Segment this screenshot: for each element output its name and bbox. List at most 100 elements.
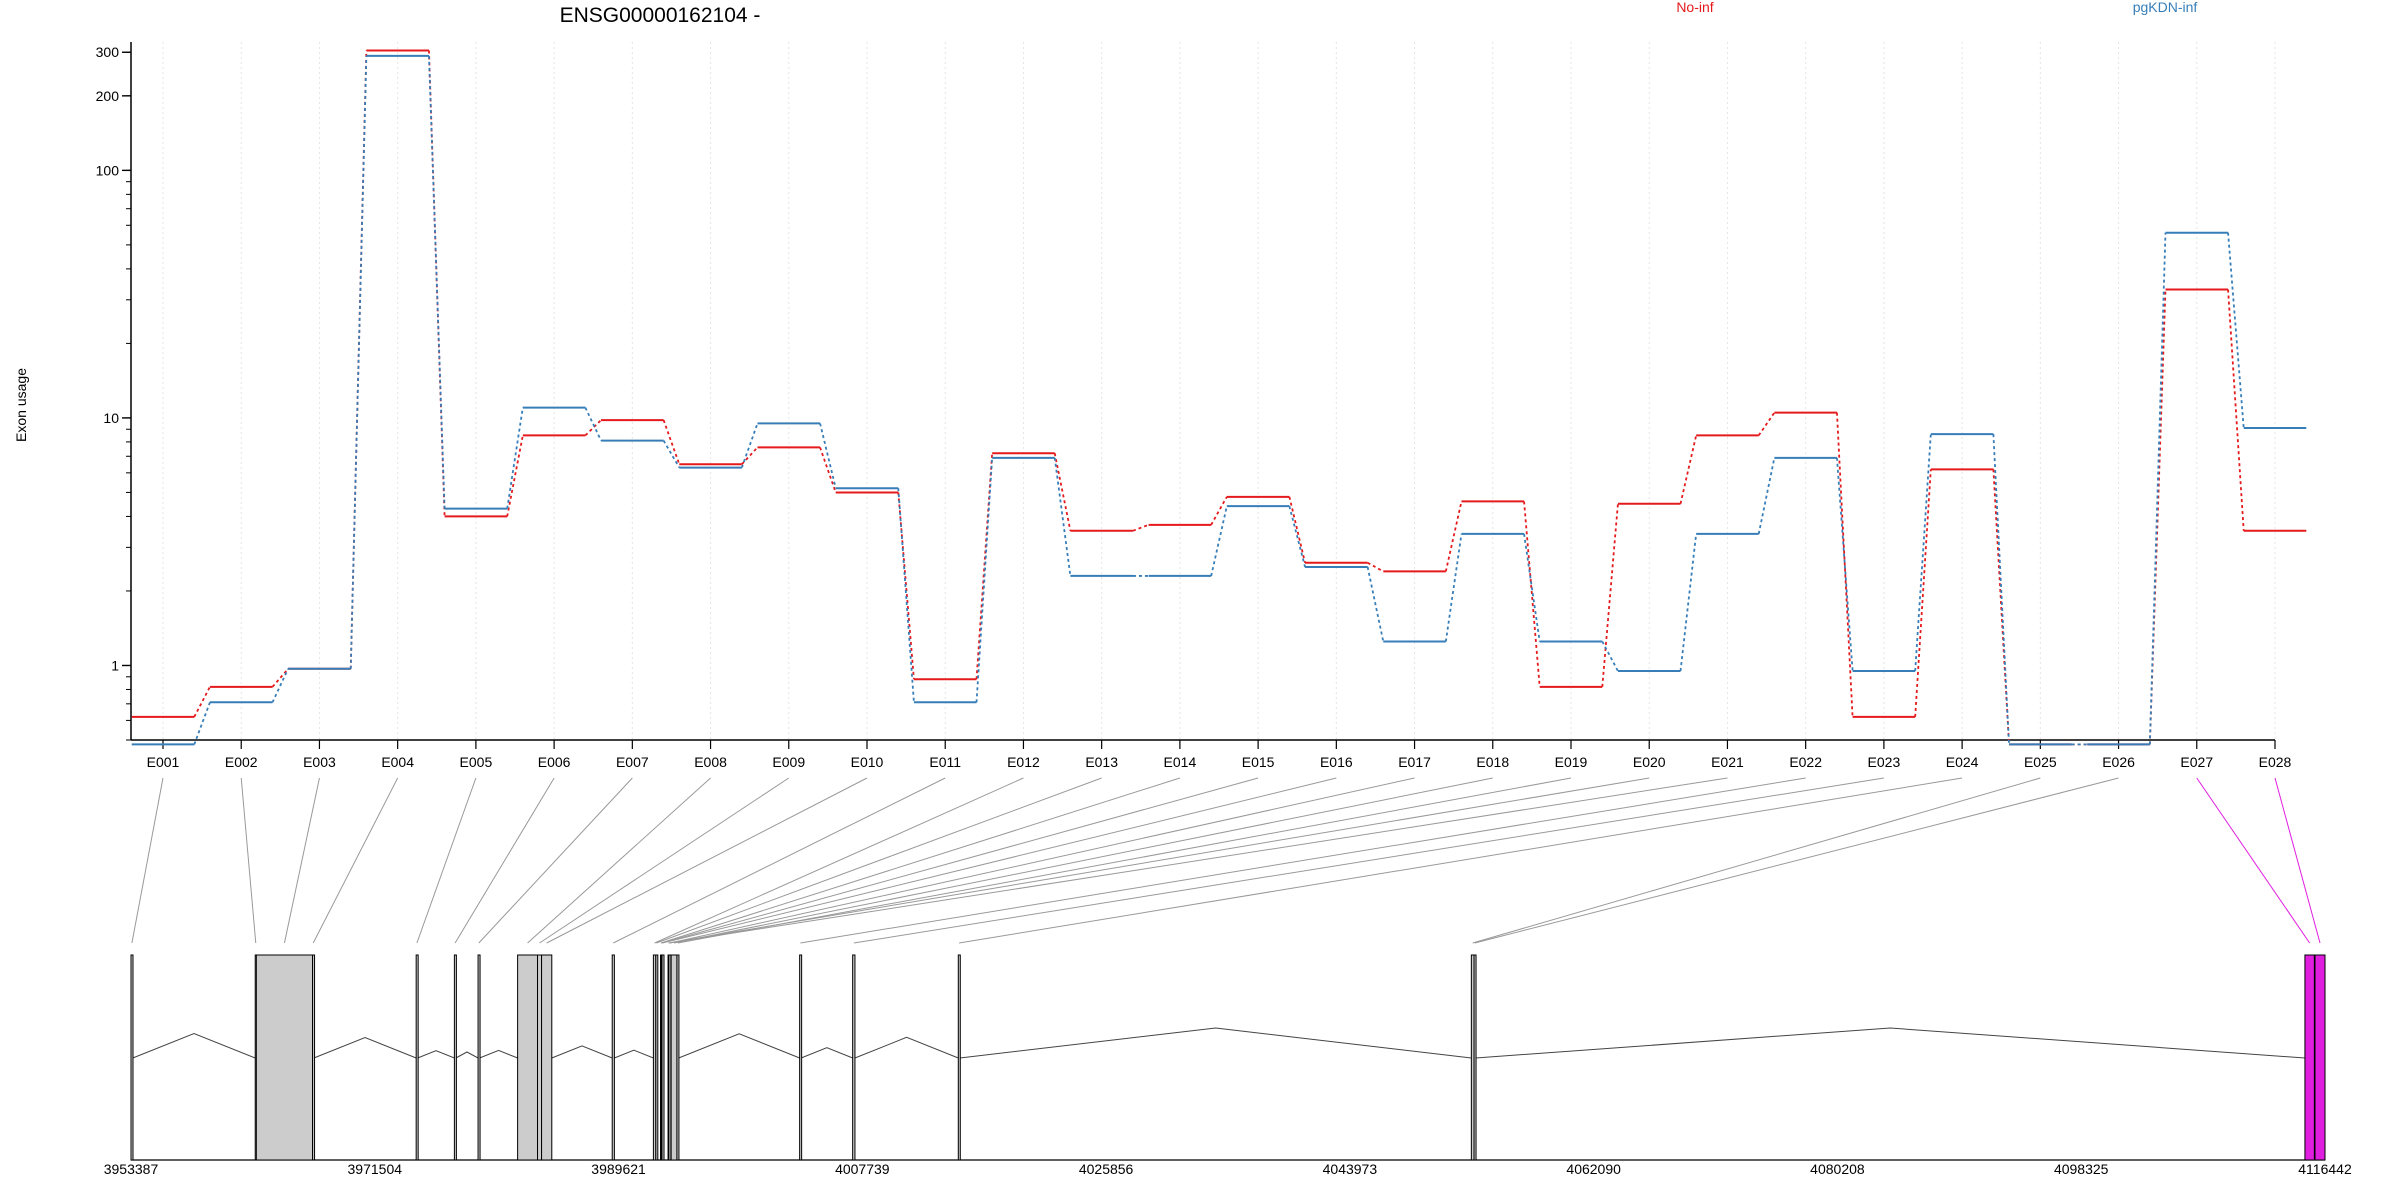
exon-connector <box>656 777 1102 944</box>
transition-segment <box>1992 469 2010 745</box>
x-tick-label: E002 <box>225 754 258 770</box>
x-tick-label: E013 <box>1085 754 1118 770</box>
exon-box <box>453 954 457 1161</box>
exon-box <box>957 954 961 1161</box>
x-tick-label: E020 <box>1633 754 1666 770</box>
intron-line <box>614 1049 654 1059</box>
exon-connector <box>539 777 790 944</box>
gridlines <box>162 42 2276 740</box>
exon-box <box>661 954 665 1161</box>
legend-entry-no-inf: No-inf <box>1676 0 1713 15</box>
x-tick-label: E011 <box>929 754 961 770</box>
x-tick-label: E017 <box>1398 754 1431 770</box>
intron-line <box>132 1032 256 1059</box>
x-tick-label: E028 <box>2259 754 2292 770</box>
genomic-coordinate-label: 4116442 <box>2298 1161 2352 1177</box>
series-no-inf <box>131 49 2307 746</box>
x-tick-label: E019 <box>1555 754 1588 770</box>
y-tick-label: 100 <box>96 162 120 178</box>
transition-segment <box>506 435 524 517</box>
y-axis-label: Exon usage <box>13 368 29 442</box>
transition-segment <box>1679 533 1698 672</box>
transition-segment <box>2148 232 2167 745</box>
transition-segment <box>271 668 289 688</box>
exon-box <box>611 954 615 1161</box>
exon-connectors <box>131 777 2321 944</box>
x-tick-label: E024 <box>1946 754 1979 770</box>
transition-segment <box>819 423 837 489</box>
gene-model <box>130 954 2326 1161</box>
genomic-coordinate-label: 4007739 <box>835 1161 890 1177</box>
exon-box <box>799 954 803 1161</box>
exon-connector <box>416 777 477 944</box>
intron-line <box>479 1049 518 1059</box>
transition-segment <box>1053 453 1072 531</box>
transition-segment <box>1523 533 1541 642</box>
series-lines <box>131 49 2307 746</box>
legend-entry-pgkdn-inf: pgKDN-inf <box>2133 0 2198 15</box>
intron-line <box>455 1051 479 1059</box>
transition-segment <box>349 55 368 669</box>
exon-box <box>676 954 680 1161</box>
exon-box <box>2314 954 2326 1161</box>
exon-connector <box>669 777 1728 944</box>
axes <box>130 42 2275 741</box>
exon-connector <box>613 777 946 944</box>
transition-segment <box>740 423 759 468</box>
exon-connector <box>853 777 1884 944</box>
x-tick-label: E009 <box>772 754 805 770</box>
transition-segment <box>1288 505 1306 568</box>
x-ticks: E001 E002 E003 E004 E005 E006 E007 E008 E009 E010… <box>147 740 2292 770</box>
x-tick-label: E006 <box>538 754 571 770</box>
exon-box <box>541 954 553 1161</box>
exon-connector <box>131 777 164 944</box>
intron-line <box>959 1027 1472 1059</box>
transition-segment <box>975 453 994 680</box>
x-tick-label: E007 <box>616 754 649 770</box>
transition-segment <box>1992 434 2010 745</box>
transition-segment <box>1523 501 1541 687</box>
transition-segment <box>1132 523 1149 532</box>
x-tick-label: E026 <box>2102 754 2135 770</box>
y-tick-label: 200 <box>96 88 120 104</box>
transition-segment <box>1210 505 1228 577</box>
exon-connector <box>1472 777 2041 944</box>
genomic-coordinate-label: 4043973 <box>1323 1161 1378 1177</box>
intron-line <box>800 1047 853 1059</box>
exon-box <box>415 954 419 1161</box>
exon-box <box>517 954 539 1161</box>
exon-connector <box>240 777 257 944</box>
transition-segment <box>1601 503 1619 687</box>
transition-segment <box>1210 496 1228 526</box>
intron-line <box>1475 1027 2305 1059</box>
exon-connector <box>527 777 711 944</box>
exon-connector <box>2196 777 2311 944</box>
exon-connector <box>312 777 399 944</box>
exon-connector <box>800 777 1806 944</box>
exon-box <box>537 954 543 1161</box>
exon-connector <box>283 777 320 944</box>
x-tick-label: E018 <box>1476 754 1509 770</box>
transition-segment <box>1679 435 1698 504</box>
x-tick-label: E022 <box>1789 754 1822 770</box>
exon-connector <box>661 777 1259 944</box>
exon-connector <box>454 777 555 944</box>
x-tick-label: E027 <box>2180 754 2213 770</box>
exon-connector <box>662 777 1337 944</box>
transition-segment <box>662 419 681 465</box>
exon-box <box>255 954 314 1161</box>
exon-connector <box>478 777 633 944</box>
exon-connector <box>673 777 1493 944</box>
x-tick-label: E021 <box>1711 754 1744 770</box>
genomic-coordinate-label: 3989621 <box>591 1161 646 1177</box>
transition-segment <box>1367 561 1384 573</box>
y-ticks: 1 10 100 200 300 <box>96 44 131 741</box>
genomic-coordinate-label: 4025856 <box>1079 1161 1134 1177</box>
transition-segment <box>506 407 524 509</box>
intron-line <box>551 1045 613 1059</box>
exon-box <box>477 954 481 1161</box>
exon-box <box>312 954 316 1161</box>
x-tick-label: E025 <box>2024 754 2057 770</box>
transition-segment <box>819 447 837 493</box>
